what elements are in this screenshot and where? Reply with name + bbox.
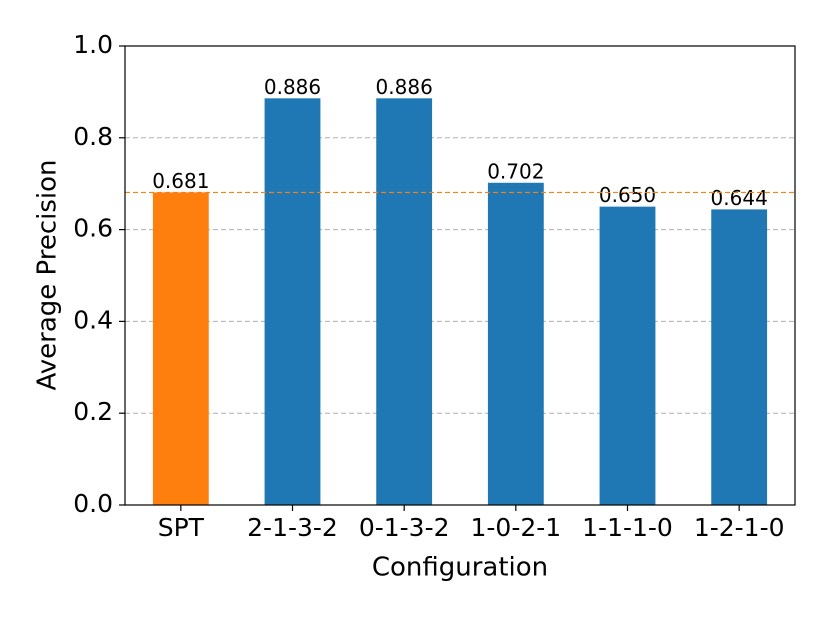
bar [152, 192, 209, 505]
value-label: 0.650 [599, 183, 656, 207]
y-tick-label: 0.6 [73, 214, 113, 243]
y-tick-label: 0.0 [73, 489, 113, 518]
bar [487, 182, 544, 506]
x-tick-label: 1-0-2-1 [470, 513, 561, 542]
plot-frame [124, 45, 796, 506]
value-label: 0.886 [376, 75, 433, 99]
value-label: 0.886 [264, 75, 321, 99]
value-label: 0.644 [711, 186, 768, 210]
y-axis-label: Average Precision [33, 159, 63, 390]
y-tick-label: 1.0 [73, 30, 113, 59]
x-tick-label: 0-1-3-2 [359, 513, 450, 542]
value-label: 0.681 [152, 169, 209, 193]
x-axis-label: Configuration [372, 553, 548, 583]
x-tick-label: 1-1-1-0 [582, 513, 673, 542]
x-tick-label: 1-2-1-0 [694, 513, 785, 542]
x-tick-label: SPT [158, 513, 205, 542]
y-tick-label: 0.8 [73, 122, 113, 151]
y-tick-label: 0.4 [73, 305, 113, 334]
x-tick-label: 2-1-3-2 [247, 513, 338, 542]
bar [376, 98, 433, 506]
y-tick-label: 0.2 [73, 397, 113, 426]
bar [711, 209, 768, 506]
value-label: 0.702 [487, 159, 544, 183]
bar [599, 206, 656, 505]
bar [264, 98, 321, 506]
